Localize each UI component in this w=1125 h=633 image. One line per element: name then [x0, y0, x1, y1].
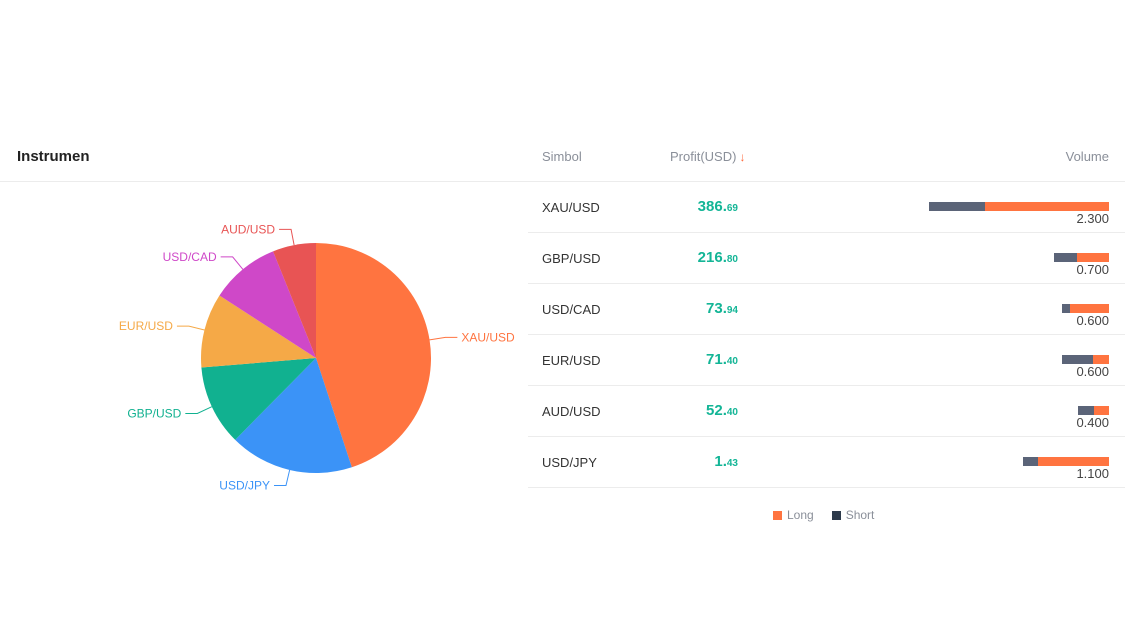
sort-descending-icon[interactable]: ↓: [739, 150, 746, 164]
legend-short-label: Short: [845, 508, 875, 522]
profit-decimal: 69: [726, 203, 738, 214]
profit-integer: 386.: [697, 198, 727, 215]
pie-label-line: [279, 228, 295, 246]
instrument-pie-chart: XAU/USD USD/JPY GBP/USD EUR/USD USD/CAD AUD/U…: [119, 222, 515, 493]
volume-bar: [1023, 457, 1109, 466]
short-volume-bar: [1054, 253, 1078, 262]
short-volume-bar: [1078, 406, 1094, 415]
volume-value: 2.300: [1076, 211, 1109, 226]
pie-label: AUD/USD: [221, 222, 275, 236]
symbol-cell: XAU/USD: [542, 200, 600, 215]
profit-cell: 73.94: [648, 300, 738, 318]
legend-long-swatch: [773, 510, 782, 520]
volume-legend: Long Short: [773, 508, 874, 522]
volume-value: 0.400: [1076, 415, 1109, 430]
profit-decimal: 80: [726, 254, 738, 265]
volume-bar: [929, 202, 1109, 211]
pie-label: USD/CAD: [163, 250, 217, 264]
profit-cell: 216.80: [648, 249, 738, 267]
pie-label: GBP/USD: [127, 406, 181, 420]
pie-label: EUR/USD: [119, 319, 173, 333]
table-row[interactable]: USD/CAD 73.94 0.600: [528, 284, 1125, 335]
column-header-volume[interactable]: Volume: [1066, 149, 1109, 164]
profit-integer: 216.: [697, 249, 727, 266]
profit-integer: 71.: [706, 351, 727, 368]
long-volume-bar: [1093, 406, 1109, 415]
profit-integer: 52.: [706, 402, 727, 419]
short-volume-bar: [1062, 304, 1070, 313]
header-divider: [528, 181, 1125, 182]
short-volume-bar: [1023, 457, 1039, 466]
short-volume-bar: [929, 202, 985, 211]
profit-integer: 1.: [714, 453, 727, 470]
table-row[interactable]: GBP/USD 216.80 0.700: [528, 233, 1125, 284]
profit-integer: 73.: [706, 300, 727, 317]
volume-value: 0.700: [1076, 262, 1109, 277]
column-header-profit[interactable]: Profit(USD) ↓: [670, 149, 745, 164]
volume-bar: [1062, 355, 1109, 364]
pie-label: XAU/USD: [461, 330, 515, 344]
legend-long-label: Long: [787, 508, 814, 522]
instrument-table: Simbol Profit(USD) ↓ Volume XAU/USD 386.6…: [528, 130, 1125, 530]
instrument-panel: Instrumen XAU/USD USD/JPY GBP/USD EUR/USD US…: [0, 130, 528, 530]
pie-slice-usd-jpy[interactable]: [235, 358, 352, 474]
legend-long[interactable]: Long: [773, 508, 814, 522]
symbol-cell: USD/JPY: [542, 455, 597, 470]
pie-label-line: [220, 256, 244, 270]
volume-value: 0.600: [1076, 364, 1109, 379]
table-row[interactable]: XAU/USD 386.69 2.300: [528, 182, 1125, 233]
column-header-profit-label: Profit(USD): [670, 149, 737, 164]
volume-value: 1.100: [1076, 466, 1109, 481]
symbol-cell: GBP/USD: [542, 251, 601, 266]
pie-slice-xau-usd[interactable]: [316, 243, 432, 468]
legend-short[interactable]: Short: [831, 508, 875, 522]
long-volume-bar: [1077, 253, 1109, 262]
pie-label-line: [185, 406, 213, 414]
short-volume-bar: [1062, 355, 1094, 364]
profit-cell: 386.69: [648, 198, 738, 216]
table-row[interactable]: USD/JPY 1.43 1.100: [528, 437, 1125, 488]
symbol-cell: EUR/USD: [542, 353, 601, 368]
column-header-symbol[interactable]: Simbol: [542, 149, 582, 164]
volume-bar: [1062, 304, 1109, 313]
pie-slice-usd-cad[interactable]: [219, 251, 316, 358]
volume-bar: [1078, 406, 1109, 415]
pie-label: USD/JPY: [219, 479, 270, 493]
pie-label-line: [273, 469, 291, 487]
profit-cell: 52.40: [648, 402, 738, 420]
volume-bar: [1054, 253, 1109, 262]
pie-label-line: [176, 325, 205, 331]
profit-decimal: 40: [726, 407, 738, 418]
column-header-volume-label: Volume: [1065, 149, 1109, 164]
pie-slice-gbp-usd[interactable]: [201, 358, 316, 440]
symbol-cell: USD/CAD: [542, 302, 601, 317]
column-header-symbol-label: Simbol: [542, 149, 582, 164]
profit-decimal: 94: [726, 305, 738, 316]
pie-slice-eur-usd[interactable]: [200, 295, 316, 368]
profit-decimal: 43: [726, 458, 738, 469]
long-volume-bar: [984, 202, 1109, 211]
pie-slice-aud-usd[interactable]: [273, 243, 316, 358]
profit-cell: 71.40: [648, 351, 738, 369]
long-volume-bar: [1069, 304, 1109, 313]
profit-decimal: 40: [726, 356, 738, 367]
volume-value: 0.600: [1076, 313, 1109, 328]
table-row[interactable]: EUR/USD 71.40 0.600: [528, 335, 1125, 386]
panel-title: Instrumen: [17, 148, 90, 165]
divider: [0, 181, 528, 182]
long-volume-bar: [1038, 457, 1109, 466]
profit-cell: 1.43: [648, 453, 738, 471]
long-volume-bar: [1093, 355, 1109, 364]
pie-label-line: [429, 336, 458, 341]
table-row[interactable]: AUD/USD 52.40 0.400: [528, 386, 1125, 437]
symbol-cell: AUD/USD: [542, 404, 601, 419]
legend-short-swatch: [831, 510, 841, 520]
